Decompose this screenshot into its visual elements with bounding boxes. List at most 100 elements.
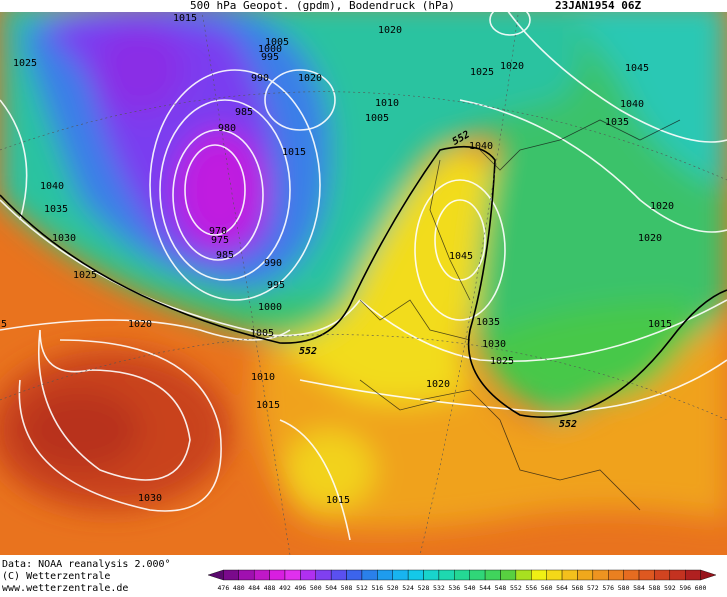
scale-box xyxy=(515,569,532,581)
isobar-label: 1000 xyxy=(258,302,282,313)
scale-tick-label: 544 xyxy=(479,584,491,592)
header-band xyxy=(0,0,727,12)
scale-box xyxy=(423,569,440,581)
isobar-label: 1025 xyxy=(470,67,494,78)
scale-tick-label: 572 xyxy=(587,584,599,592)
scale-tick-label: 596 xyxy=(679,584,691,592)
isobar-label: 1025 xyxy=(73,270,97,281)
scale-box xyxy=(484,569,501,581)
scale-tick-label: 588 xyxy=(649,584,661,592)
scale-box xyxy=(330,569,347,581)
isobar-label: 1040 xyxy=(469,141,493,152)
scale-tick-label: 476 xyxy=(218,584,230,592)
map-title: 500 hPa Geopot. (gpdm), Bodendruck (hPa) xyxy=(190,0,455,12)
scale-tick-label: 600 xyxy=(695,584,707,592)
isobar-label: 975 xyxy=(211,235,229,246)
isobar-label: 1020 xyxy=(638,233,662,244)
isobar-label: 1030 xyxy=(482,339,506,350)
scale-arrow xyxy=(700,569,717,581)
isobar-label: 1045 xyxy=(625,63,649,74)
scale-box xyxy=(654,569,671,581)
scale-box xyxy=(669,569,686,581)
scale-box xyxy=(608,569,624,581)
scale-box xyxy=(546,569,563,581)
isobar-label: 970 xyxy=(209,226,227,237)
isobar-label: 1005 xyxy=(365,113,389,124)
isobar-label: 980 xyxy=(218,123,236,134)
isobar-label: 995 xyxy=(261,52,279,63)
scale-box xyxy=(577,569,594,581)
scale-box xyxy=(361,569,378,581)
scale-tick-label: 492 xyxy=(279,584,291,592)
isobar-label: 1020 xyxy=(650,201,674,212)
scale-box xyxy=(438,569,455,581)
scale-box xyxy=(377,569,393,581)
scale-tick-label: 512 xyxy=(356,584,368,592)
scale-box xyxy=(223,569,239,581)
isobar-label: 1000 xyxy=(258,44,282,55)
copyright: (C) Wetterzentrale xyxy=(2,571,110,582)
scale-box xyxy=(392,569,409,581)
isobar-label: 1005 xyxy=(265,37,289,48)
isobar-label: 1015 xyxy=(256,400,280,411)
isobar-label: 1020 xyxy=(298,73,322,84)
scale-box xyxy=(561,569,578,581)
scale-tick-label: 536 xyxy=(448,584,460,592)
isobar-label: 1015 xyxy=(282,147,306,158)
scale-box xyxy=(454,569,470,581)
isobar-label: 1015 xyxy=(173,13,197,24)
isobar-label: 985 xyxy=(216,250,234,261)
scale-tick-label: 552 xyxy=(510,584,522,592)
isobar-label: 1035 xyxy=(44,204,68,215)
scale-tick-label: 504 xyxy=(325,584,337,592)
scale-tick-label: 540 xyxy=(464,584,476,592)
isobar-label: 1020 xyxy=(426,379,450,390)
map-date: 23JAN1954 06Z xyxy=(555,0,641,12)
scale-tick-label: 568 xyxy=(572,584,584,592)
geopotential-label: 552 xyxy=(299,346,317,357)
scale-box xyxy=(315,569,332,581)
scale-tick-label: 548 xyxy=(495,584,507,592)
scale-tick-label: 556 xyxy=(525,584,537,592)
isobar-label: 1005 xyxy=(250,328,274,339)
isobar-label: 1020 xyxy=(128,319,152,330)
isobar-label: 1035 xyxy=(605,117,629,128)
isobar-label: 1040 xyxy=(620,99,644,110)
scale-tick-label: 576 xyxy=(602,584,614,592)
scale-box xyxy=(623,569,640,581)
isobar-label: 990 xyxy=(264,258,282,269)
scale-tick-label: 496 xyxy=(294,584,306,592)
scale-box xyxy=(685,569,701,581)
isobar-label: 1015 xyxy=(326,495,350,506)
scale-tick-label: 560 xyxy=(541,584,553,592)
website: www.wetterzentrale.de xyxy=(2,583,128,593)
isobar-label: 1030 xyxy=(138,493,162,504)
data-source: Data: NOAA reanalysis 2.000° xyxy=(2,559,171,570)
scale-box xyxy=(284,569,301,581)
scale-tick-label: 520 xyxy=(387,584,399,592)
scale-box xyxy=(531,569,547,581)
scale-tick-label: 528 xyxy=(418,584,430,592)
scale-tick-label: 484 xyxy=(248,584,260,592)
geopotential-label: 552 xyxy=(559,419,577,430)
scale-tick-label: 500 xyxy=(310,584,322,592)
scale-box xyxy=(238,569,255,581)
isobar-label: 995 xyxy=(267,280,285,291)
scale-box xyxy=(300,569,316,581)
scale-tick-label: 524 xyxy=(402,584,414,592)
scale-box xyxy=(500,569,517,581)
isobar-label: 5 xyxy=(1,319,7,330)
isobar-label: 1045 xyxy=(449,251,473,262)
scale-box xyxy=(253,569,270,581)
scale-box xyxy=(638,569,655,581)
scale-tick-label: 488 xyxy=(264,584,276,592)
scale-box xyxy=(592,569,609,581)
isobar-label: 1010 xyxy=(375,98,399,109)
isobar-label: 1010 xyxy=(251,372,275,383)
scale-tick-label: 516 xyxy=(371,584,383,592)
scale-box xyxy=(407,569,424,581)
map-background xyxy=(0,0,727,556)
scale-tick-label: 584 xyxy=(633,584,645,592)
